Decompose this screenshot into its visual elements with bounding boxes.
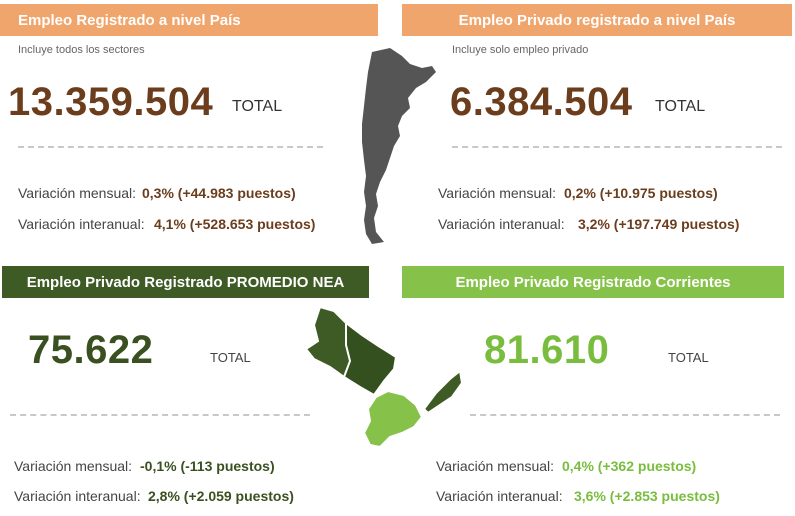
monthly-label: Variación mensual: (436, 458, 555, 474)
subtitle: Incluye solo empleo privado (452, 44, 589, 56)
monthly-variation: Variación mensual: 0,4% (+362 puestos) (436, 458, 696, 474)
annual-variation: Variación interanual: 4,1% (+528.653 pue… (18, 216, 315, 232)
nea-region-map-icon (304, 305, 464, 449)
argentina-map-icon (362, 48, 436, 244)
monthly-label: Variación mensual: (14, 458, 133, 474)
divider (470, 414, 780, 416)
annual-label: Variación interanual: (436, 488, 563, 504)
annual-value: 2,8% (+2.059 puestos) (148, 488, 294, 504)
header-text: Empleo Privado Registrado Corrientes (455, 273, 731, 291)
total-label: TOTAL (668, 350, 709, 365)
annual-label: Variación interanual: (18, 216, 145, 232)
monthly-value: 0,2% (+10.975 puestos) (564, 185, 718, 201)
monthly-variation: Variación mensual: -0,1% (-113 puestos) (14, 458, 275, 474)
total-value: 6.384.504 (450, 80, 633, 124)
annual-variation: Variación interanual: 2,8% (+2.059 puest… (14, 488, 294, 504)
divider (18, 146, 323, 148)
subtitle: Incluye todos los sectores (18, 44, 145, 56)
header-text: Empleo Privado registrado a nivel País (458, 11, 736, 29)
total-label: TOTAL (210, 350, 251, 365)
divider (452, 146, 782, 148)
header-text: Empleo Privado Registrado PROMEDIO NEA (26, 273, 345, 291)
total-value: 75.622 (28, 328, 154, 372)
total-value: 13.359.504 (8, 80, 214, 124)
annual-value: 3,2% (+197.749 puestos) (578, 216, 740, 232)
header-empleo-privado-corrientes: Empleo Privado Registrado Corrientes (402, 266, 784, 298)
annual-label: Variación interanual: (14, 488, 141, 504)
annual-variation: Variación interanual: 3,6% (+2.853 puest… (436, 488, 720, 504)
monthly-label: Variación mensual: (438, 185, 557, 201)
monthly-variation: Variación mensual: 0,3% (+44.983 puestos… (18, 185, 296, 201)
total-label: TOTAL (232, 98, 283, 115)
annual-value: 4,1% (+528.653 puestos) (154, 216, 316, 232)
total-label: TOTAL (655, 98, 706, 115)
header-text: Empleo Registrado a nivel País (18, 11, 241, 29)
divider (10, 414, 310, 416)
annual-label: Variación interanual: (438, 216, 565, 232)
header-empleo-privado-pais: Empleo Privado registrado a nivel País (402, 4, 792, 36)
header-empleo-privado-nea: Empleo Privado Registrado PROMEDIO NEA (2, 266, 369, 298)
monthly-label: Variación mensual: (18, 185, 137, 201)
monthly-value: -0,1% (-113 puestos) (140, 458, 275, 474)
total-value: 81.610 (484, 328, 610, 372)
monthly-variation: Variación mensual: 0,2% (+10.975 puestos… (438, 185, 718, 201)
monthly-value: 0,4% (+362 puestos) (562, 458, 697, 474)
annual-value: 3,6% (+2.853 puestos) (574, 488, 720, 504)
annual-variation: Variación interanual: 3,2% (+197.749 pue… (438, 216, 739, 232)
header-empleo-registrado-pais: Empleo Registrado a nivel País (0, 4, 378, 36)
monthly-value: 0,3% (+44.983 puestos) (142, 185, 296, 201)
